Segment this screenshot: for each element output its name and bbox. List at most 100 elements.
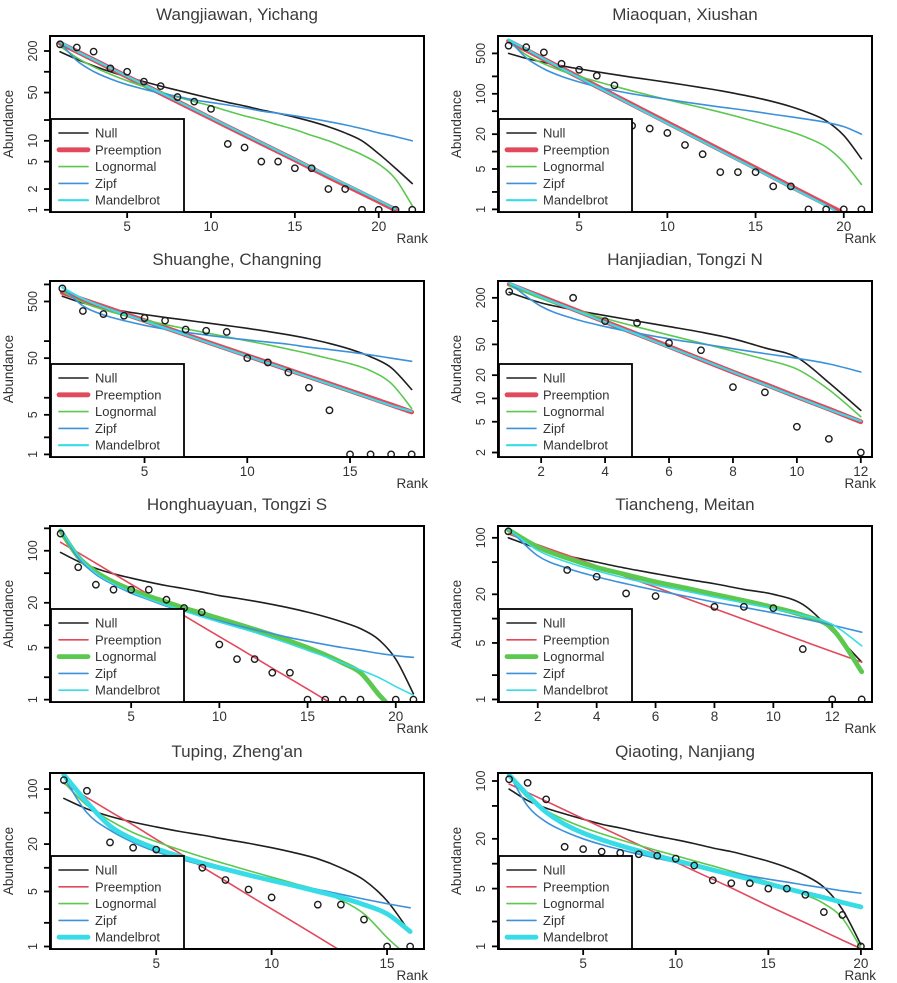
y-tick-label: 20 — [26, 596, 40, 610]
legend-label: Lognormal — [543, 649, 605, 664]
legend-label: Mandelbrot — [543, 930, 608, 945]
plot-area — [56, 40, 417, 212]
observed-point — [156, 82, 165, 91]
observed-point — [407, 450, 416, 457]
legend-label: Null — [95, 126, 118, 141]
observed-point — [89, 47, 98, 56]
x-axis-title: Rank — [844, 968, 876, 982]
legend-label: Lognormal — [95, 896, 157, 911]
y-tick-label: 100 — [474, 527, 488, 548]
observed-point — [240, 143, 249, 152]
observed-point — [161, 316, 169, 325]
observed-point — [181, 325, 190, 334]
observed-point — [697, 346, 705, 355]
observed-point — [338, 695, 347, 702]
panel-tuping: 1 5 20 100 5 10 15 Rank Abundance Null Preemption L… — [0, 737, 448, 983]
legend-label: Null — [95, 616, 118, 631]
x-axis-title: Rank — [844, 476, 876, 490]
panel-honghuayuan: 1 5 20 100 5 10 15 20 Rank Abundance Null Preemptio… — [0, 490, 448, 737]
observed-point — [127, 585, 136, 594]
legend-label: Preemption — [95, 879, 161, 894]
panel-title: Hanjiadian, Tongzi N — [607, 250, 763, 269]
observed-point — [162, 595, 171, 604]
y-axis-title: Abundance — [1, 90, 16, 158]
curve-lognormal — [507, 40, 863, 186]
observed-point — [215, 640, 224, 649]
observed-point — [839, 205, 848, 212]
legend-label: Zipf — [543, 913, 565, 928]
legend-label: Zipf — [95, 176, 117, 191]
x-tick-label: 15 — [748, 219, 763, 234]
observed-point — [305, 383, 313, 392]
plot-area — [58, 284, 416, 457]
panel-title: Tuping, Zheng'an — [171, 742, 303, 761]
panel-miaoquan: 1 5 20 100 500 5 10 15 20 Rank Abundance Null Preemp… — [448, 0, 897, 245]
observed-point — [665, 339, 673, 347]
y-tick-label: 1 — [26, 206, 40, 213]
observed-point — [745, 879, 754, 888]
y-tick-label: 500 — [474, 43, 488, 64]
observed-point — [336, 900, 345, 909]
observed-point — [307, 164, 316, 173]
observed-point — [792, 422, 801, 431]
observed-point — [222, 328, 231, 336]
y-tick-label: 50 — [26, 86, 40, 100]
x-tick-label: 10 — [789, 464, 804, 479]
legend-label: Null — [543, 863, 566, 878]
legend-label: Null — [95, 371, 118, 386]
observed-point — [197, 608, 206, 616]
y-axis-title: Abundance — [449, 580, 464, 648]
panel-title: Miaoquan, Xiushan — [612, 5, 758, 24]
observed-point — [366, 450, 375, 457]
plot-area — [59, 773, 415, 949]
observed-point — [59, 776, 68, 784]
observed-point — [140, 77, 148, 86]
observed-point — [739, 602, 748, 611]
observed-point — [198, 863, 207, 872]
x-tick-label: 10 — [240, 464, 255, 479]
y-tick-label: 5 — [474, 885, 488, 892]
observed-point — [856, 448, 865, 457]
observed-point — [592, 572, 601, 581]
y-tick-label: 20 — [26, 837, 40, 851]
legend-box — [498, 118, 633, 213]
observed-point — [72, 43, 81, 52]
observed-point — [408, 205, 417, 212]
observed-point — [645, 124, 654, 133]
curve-preemption — [507, 533, 863, 663]
observed-point — [592, 71, 601, 80]
x-tick-label: 20 — [388, 709, 403, 724]
y-tick-label: 5 — [26, 411, 40, 418]
x-tick-label: 5 — [127, 709, 135, 724]
curve-zipf — [508, 282, 862, 373]
observed-point — [734, 168, 742, 177]
observed-point — [716, 168, 725, 177]
y-tick-label: 100 — [474, 771, 488, 792]
curve-zipf — [507, 38, 863, 135]
plot-area — [504, 38, 866, 212]
legend-label: Lognormal — [543, 896, 605, 911]
x-tick-label: 15 — [300, 709, 315, 724]
plot-area — [56, 528, 418, 702]
x-tick-label: 4 — [601, 464, 609, 479]
y-tick-label: 2 — [26, 186, 40, 193]
y-tick-label: 1 — [26, 696, 40, 703]
x-tick-label: 20 — [371, 219, 386, 234]
observed-point — [129, 843, 138, 852]
observed-point — [267, 893, 276, 902]
observed-point — [857, 205, 866, 212]
legend-label: Preemption — [95, 142, 161, 157]
x-tick-label: 6 — [665, 464, 673, 479]
x-tick-label: 5 — [579, 956, 587, 971]
y-tick-label: 100 — [474, 83, 488, 104]
observed-point — [123, 67, 132, 76]
observed-point — [804, 205, 813, 212]
observed-point — [579, 845, 588, 854]
x-tick-label: 20 — [836, 219, 851, 234]
x-axis-title: Rank — [396, 476, 428, 490]
y-tick-label: 5 — [474, 165, 488, 172]
observed-point — [263, 358, 272, 367]
